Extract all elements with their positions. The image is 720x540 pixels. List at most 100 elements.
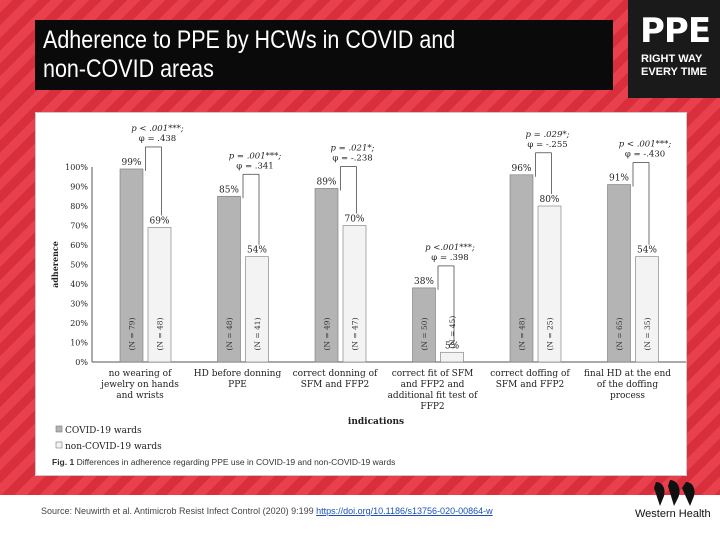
- bar-noncovid: [342, 225, 367, 363]
- y-tick-label: 100%: [65, 163, 88, 172]
- legend-label-noncovid: non-COVID-19 wards: [65, 442, 162, 452]
- bar-covid: [412, 287, 436, 363]
- bar-n-label: (N = 49): [323, 317, 332, 350]
- bar-chart: 0% 10% 20% 30% 40% 50% 60% 70% 80% 90% 100% adheren…: [50, 124, 686, 467]
- y-tick-label: 0%: [75, 358, 88, 367]
- y-tick-label: 20%: [70, 319, 88, 328]
- bar-value-label: 89%: [316, 177, 336, 187]
- phi-value-label: φ = -.238: [332, 153, 372, 163]
- phi-value-label: φ = .438: [139, 134, 176, 144]
- legend-swatch-covid: [55, 425, 63, 433]
- bar-n-label: (N = 35): [643, 317, 652, 350]
- bar-value-label: 70%: [344, 215, 364, 225]
- bar-noncovid: [537, 205, 562, 363]
- bar-noncovid: [635, 256, 659, 363]
- tagline-line-1: RIGHT WAY: [641, 53, 703, 65]
- source-link[interactable]: https://doi.org/10.1186/s13756-020-00864…: [316, 506, 493, 516]
- bar-n-label: (N = 48): [156, 317, 165, 350]
- slide-title-line-1: Adherence to PPE by HCWs in COVID and: [43, 26, 456, 54]
- y-tick-label: 80%: [70, 202, 88, 211]
- p-value-label: p < .001***;: [619, 140, 672, 150]
- bar-value-label: 91%: [609, 174, 629, 184]
- bar-n-label: (N = 65): [615, 317, 624, 350]
- x-axis-label: indications: [348, 417, 404, 427]
- footer: [0, 495, 720, 540]
- bar-noncovid: [440, 351, 464, 363]
- legend-label-covid: COVID-19 wards: [65, 426, 142, 436]
- x-category-label: and FFP2 and: [401, 380, 465, 390]
- bar-n-label: (N = 41): [253, 317, 262, 350]
- x-category-label: PPE: [228, 380, 247, 390]
- bar-covid: [217, 195, 241, 363]
- x-category-label: additional fit test of: [388, 391, 479, 401]
- x-category-label: SFM and FFP2: [496, 380, 565, 390]
- bar-value-label: 38%: [414, 277, 434, 287]
- figure-caption-label: Fig. 1: [52, 457, 77, 467]
- phi-value-label: φ = -.430: [625, 150, 665, 160]
- x-category-label: SFM and FFP2: [301, 380, 370, 390]
- x-category-label: HD before donning: [194, 369, 282, 379]
- bar-value-label: 99%: [121, 158, 141, 168]
- x-category-label: FFP2: [420, 402, 444, 412]
- chart-figure: 0% 10% 20% 30% 40% 50% 60% 70% 80% 90% 100% adheren…: [35, 112, 687, 476]
- bar-value-label: 96%: [511, 164, 531, 174]
- org-name: Western Health: [635, 508, 711, 520]
- bar-n-label: (N = 45): [448, 316, 457, 349]
- y-tick-label: 40%: [70, 280, 88, 289]
- bar-n-label: (N = 48): [225, 317, 234, 350]
- phi-value-label: φ = .398: [431, 253, 468, 263]
- western-health-logo-icon: [654, 480, 695, 506]
- bar-covid: [509, 174, 534, 363]
- tagline-line-2: EVERY TIME: [641, 66, 708, 78]
- y-tick-label: 60%: [70, 241, 88, 250]
- y-tick-label: 30%: [70, 300, 88, 309]
- x-category-label: process: [610, 391, 645, 401]
- slide-title: Adherence to PPE by HCWs in COVID and non…: [43, 26, 576, 84]
- bar-n-label: (N = 50): [420, 317, 429, 350]
- slide-title-line-2: non-COVID areas: [43, 55, 214, 83]
- x-category-label: correct doffing of: [490, 369, 570, 379]
- y-tick-label: 50%: [70, 261, 88, 270]
- bar-n-label: (N = 79): [128, 317, 137, 350]
- x-category-label: correct fit of SFM: [392, 369, 474, 379]
- bar-noncovid: [147, 227, 172, 363]
- p-value-label: p = .021*;: [330, 143, 374, 153]
- bar-noncovid: [245, 256, 269, 363]
- p-value-label: p < .001***;: [131, 124, 184, 134]
- ppe-logo-tagline: RIGHT WAY EVERY TIME: [641, 53, 720, 79]
- phi-value-label: φ = .341: [236, 161, 273, 171]
- legend-swatch-noncovid: [55, 441, 63, 449]
- bar-covid: [314, 188, 339, 363]
- y-tick-label: 10%: [70, 339, 88, 348]
- x-category-label: correct donning of: [293, 369, 378, 379]
- phi-value-label: φ = -.255: [527, 140, 567, 150]
- bar-n-label: (N = 25): [546, 317, 555, 350]
- bar-value-label: 54%: [637, 246, 657, 256]
- p-value-label: p <.001***;: [425, 243, 475, 253]
- bar-value-label: 80%: [539, 195, 559, 205]
- figure-caption-title: Differences in adherence regarding PPE u…: [77, 457, 396, 467]
- p-value-label: p = .029*;: [525, 130, 569, 140]
- y-tick-label: 70%: [70, 222, 88, 231]
- bar-covid: [119, 168, 144, 363]
- bar-value-label: 5%: [445, 341, 460, 351]
- x-category-label: and wrists: [116, 391, 164, 401]
- x-category-label: of the doffing: [597, 380, 658, 390]
- y-axis-label: adherence: [50, 241, 60, 288]
- x-category-label: no wearing of: [109, 369, 172, 379]
- ppe-logo: PPE RIGHT WAY EVERY TIME: [628, 0, 720, 98]
- y-tick-label: 90%: [70, 183, 88, 192]
- source-text: Source: Neuwirth et al. Antimicrob Resis…: [41, 506, 317, 516]
- bar-value-label: 54%: [247, 246, 267, 256]
- x-category-label: final HD at the end: [584, 369, 671, 379]
- ppe-logo-text: PPE: [640, 11, 711, 51]
- p-value-label: p = .001***;: [229, 151, 282, 161]
- title-banner: Adherence to PPE by HCWs in COVID and non…: [35, 20, 613, 90]
- x-category-label: jewelry on hands: [100, 380, 179, 390]
- bar-value-label: 85%: [219, 185, 239, 195]
- bar-covid: [607, 184, 631, 363]
- bar-value-label: 69%: [149, 216, 169, 226]
- bar-n-label: (N = 48): [518, 317, 527, 350]
- bar-n-label: (N = 47): [351, 317, 360, 350]
- figure-caption: Fig. 1 Differences in adherence regardin…: [52, 457, 395, 467]
